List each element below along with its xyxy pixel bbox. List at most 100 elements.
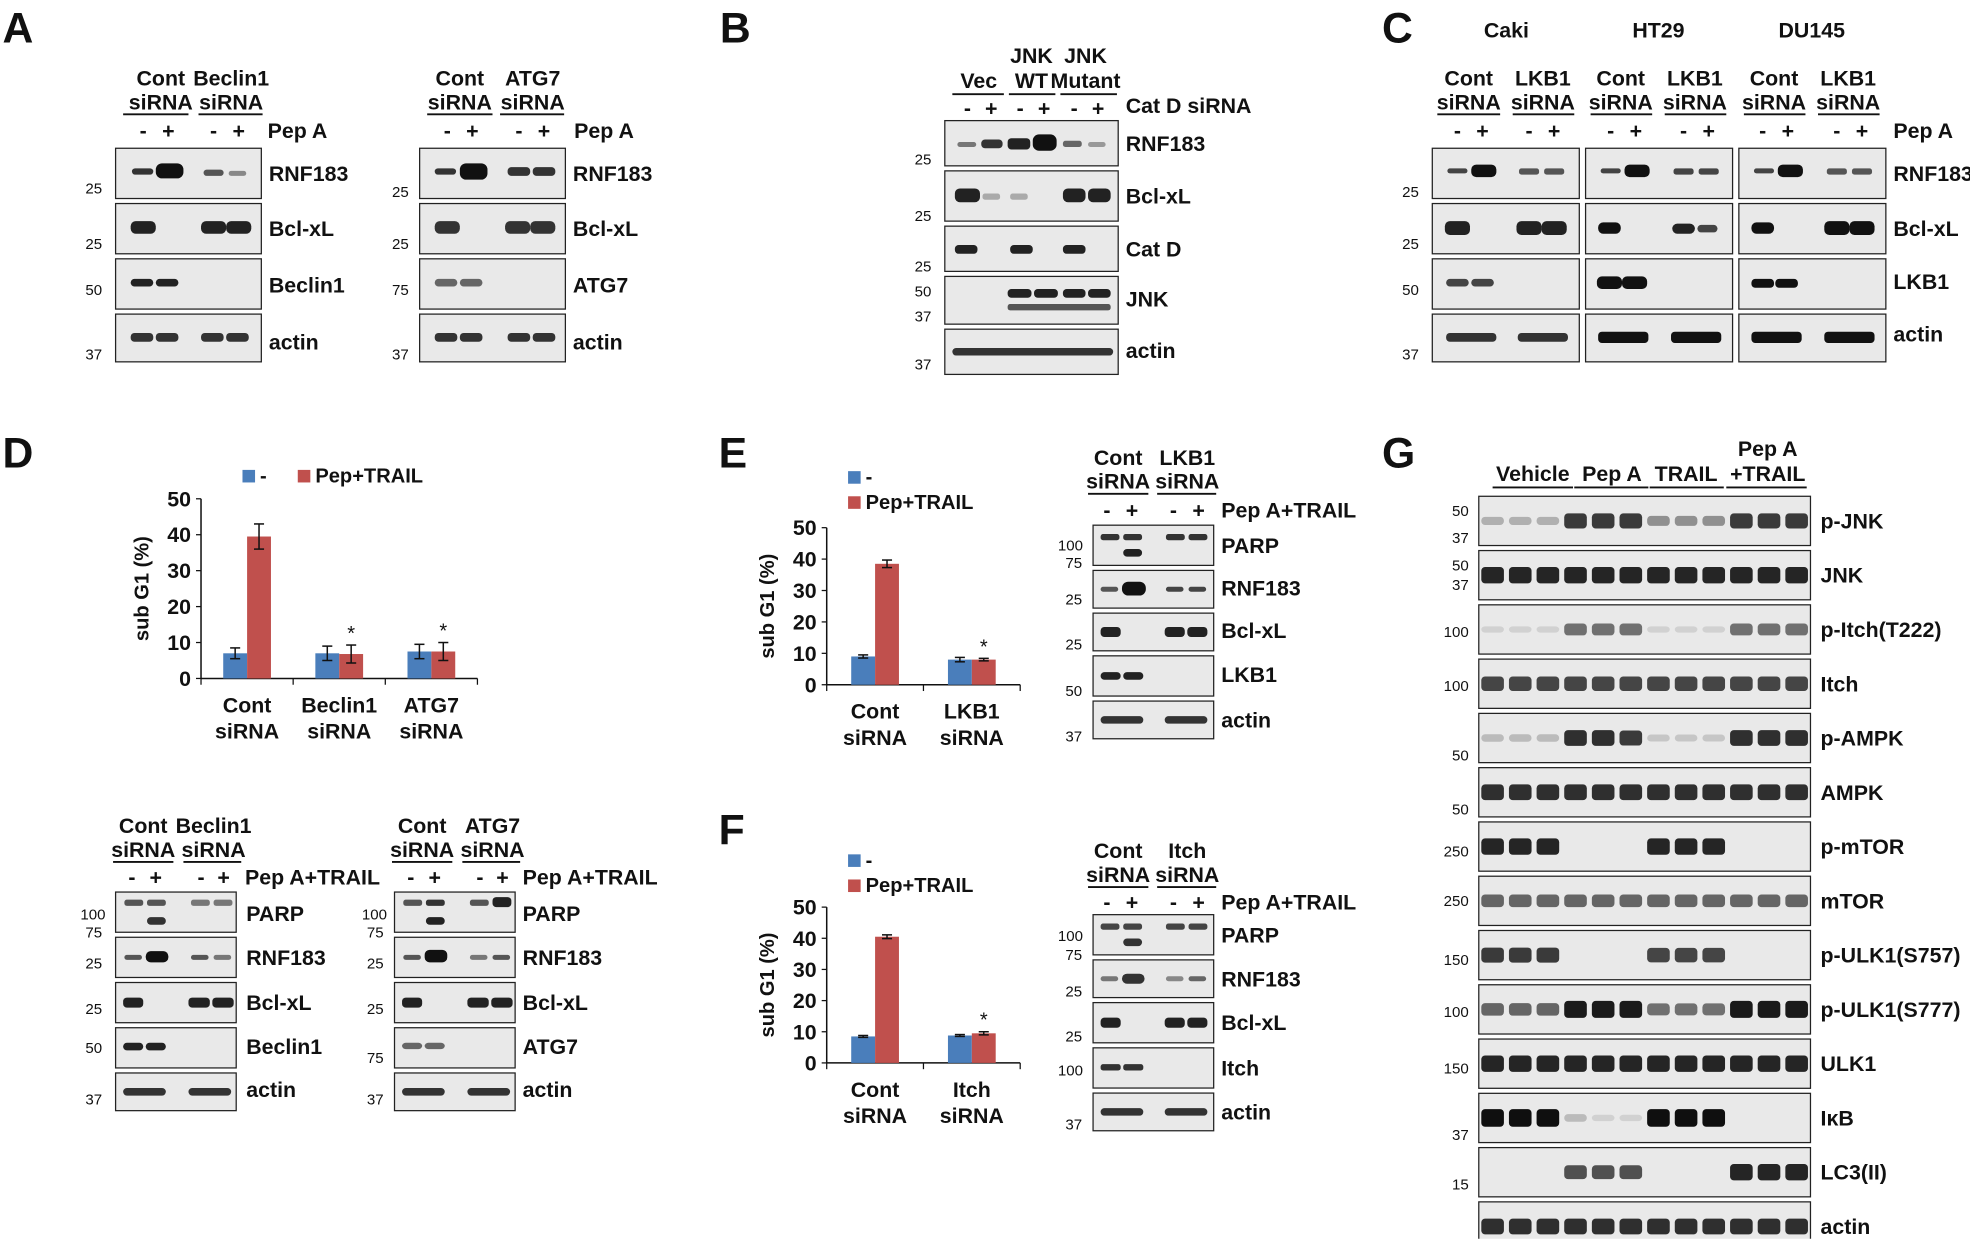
- band: [228, 170, 247, 176]
- mw-marker: 25: [1065, 983, 1082, 1000]
- band: [1751, 222, 1775, 234]
- band: [1471, 278, 1494, 287]
- band: [1622, 276, 1648, 289]
- band: [1564, 567, 1587, 584]
- band: [1619, 784, 1643, 801]
- blot-strip: [1478, 984, 1812, 1035]
- band: [1730, 1218, 1753, 1235]
- y-tick-label: 20: [167, 595, 191, 619]
- sign-plus: +: [985, 97, 997, 121]
- band: [1100, 923, 1120, 930]
- sign-minus: -: [1071, 97, 1078, 121]
- group-jnk: JNK: [1064, 44, 1107, 68]
- band: [212, 997, 234, 1008]
- band: [1165, 923, 1185, 930]
- sign-plus: +: [1548, 119, 1560, 143]
- header-sirna: siRNA: [182, 838, 246, 862]
- mw-marker: 25: [1065, 1029, 1082, 1046]
- band: [1702, 676, 1726, 691]
- bar-chart-d: 0 10 20 30 40 50 sub G1 (%) Cont siRNA * Beclin1 si…: [131, 465, 479, 744]
- band: [130, 278, 154, 287]
- header-sirna: siRNA: [1437, 90, 1501, 114]
- blot-g: Vehicle Pep A TRAIL Pep A +TRAIL: [1492, 437, 1807, 489]
- blot-d-beclin1: Cont siRNA Beclin1 siRNA - + - + Pep A+T…: [80, 814, 380, 1112]
- band: [1619, 567, 1643, 584]
- band: [469, 899, 489, 906]
- band: [1481, 1218, 1504, 1235]
- band: [1591, 623, 1615, 636]
- treatment-label: Pep A+TRAIL: [1221, 499, 1356, 523]
- band: [1516, 221, 1542, 235]
- mw-marker: 50: [915, 284, 932, 301]
- header-cont: Cont: [1094, 839, 1143, 863]
- band: [1674, 894, 1698, 908]
- y-tick-label: 50: [167, 487, 191, 511]
- header-beclin1: Beclin1: [176, 814, 252, 838]
- band: [1446, 332, 1497, 342]
- band: [954, 244, 978, 254]
- header-sirna: siRNA: [1511, 90, 1575, 114]
- mw-marker: 75: [1065, 947, 1082, 964]
- bar: [947, 659, 972, 685]
- group-jnk: JNK: [1010, 44, 1053, 68]
- band: [1851, 168, 1873, 175]
- blot-a-beclin1: Cont siRNA Beclin1 siRNA - + - + Pep A R…: [85, 66, 348, 363]
- bar: [339, 654, 364, 679]
- y-axis-label: sub G1 (%): [757, 933, 779, 1038]
- band: [1517, 332, 1568, 342]
- header-sirna: siRNA: [1155, 863, 1219, 887]
- sign-minus: -: [128, 866, 135, 890]
- band-label-actin: actin: [1126, 339, 1176, 363]
- band: [467, 1088, 511, 1096]
- header-sirna: siRNA: [199, 90, 263, 114]
- band-label-parp: PARP: [246, 902, 304, 926]
- band: [1188, 586, 1207, 592]
- band: [1674, 947, 1698, 963]
- header-sirna: siRNA: [1742, 90, 1806, 114]
- band: [1481, 947, 1504, 963]
- band: [1751, 278, 1775, 288]
- band: [1757, 784, 1781, 801]
- mw-marker: 75: [367, 1050, 384, 1067]
- band: [190, 954, 209, 960]
- sign-plus: +: [1630, 119, 1642, 143]
- band: [1188, 976, 1207, 982]
- mw-marker: 37: [1452, 577, 1469, 594]
- band: [1481, 516, 1504, 525]
- band: [1088, 141, 1106, 147]
- treatment-label: Pep A: [268, 119, 328, 143]
- band: [1062, 244, 1086, 254]
- mw-marker: 150: [1444, 952, 1469, 969]
- band: [1777, 164, 1803, 178]
- band-label-bcl-xl: Bcl-xL: [1221, 619, 1286, 643]
- band: [952, 348, 1114, 356]
- band: [1123, 672, 1144, 680]
- band: [1619, 894, 1643, 908]
- band: [981, 139, 1003, 149]
- band: [402, 1042, 423, 1050]
- header-cont: Cont: [1094, 446, 1143, 470]
- band: [201, 221, 227, 234]
- blot-strip: [114, 891, 237, 933]
- mw-marker: 37: [367, 1091, 384, 1108]
- sign-plus: +: [1038, 97, 1050, 121]
- bar: [223, 653, 248, 679]
- sign-minus: -: [444, 119, 451, 143]
- mw-marker: 75: [392, 282, 409, 299]
- band: [1596, 276, 1623, 289]
- band: [1062, 288, 1086, 298]
- blot-f: Cont siRNA Itch siRNA - + - + Pep A+TRAI…: [1058, 839, 1356, 1133]
- band: [1164, 626, 1185, 637]
- mw-marker: 100: [1444, 624, 1469, 641]
- category-label: LKB1: [944, 700, 1000, 724]
- band: [1751, 331, 1802, 343]
- band-label-jnk: JNK: [1126, 288, 1169, 312]
- band-label-bcl-xl: Bcl-xL: [1221, 1011, 1286, 1035]
- band-label-bcl-xl: Bcl-xL: [1126, 185, 1191, 209]
- header-atg7: ATG7: [505, 66, 560, 90]
- band: [1753, 168, 1775, 174]
- treatment-label: Pep A+TRAIL: [245, 866, 380, 890]
- band: [1481, 784, 1504, 801]
- band-label-rnf183: RNF183: [1221, 967, 1301, 991]
